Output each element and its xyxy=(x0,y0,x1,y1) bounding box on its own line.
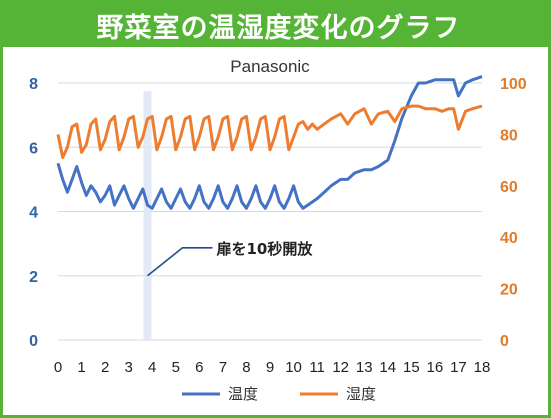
left-tick-label: 6 xyxy=(29,140,38,157)
series-line-temperature xyxy=(56,75,483,210)
chart-subtitle: Panasonic xyxy=(230,57,310,76)
x-tick-label: 18 xyxy=(474,359,491,376)
legend: 温度 湿度 xyxy=(182,385,376,403)
left-tick-label: 8 xyxy=(29,76,38,93)
annotation: 扉を10秒開放 xyxy=(147,240,314,277)
right-tick-label: 60 xyxy=(500,179,518,196)
page-title: 野菜室の温湿度変化のグラフ xyxy=(96,12,461,44)
annotation-leader-line xyxy=(147,247,213,277)
x-tick-label: 6 xyxy=(195,359,203,376)
x-tick-label: 12 xyxy=(332,359,349,376)
series-line-humidity xyxy=(56,104,483,159)
right-tick-label: 80 xyxy=(500,127,518,144)
right-tick-label: 0 xyxy=(500,333,509,350)
x-tick-label: 2 xyxy=(101,359,109,376)
x-tick-label: 4 xyxy=(148,359,156,376)
right-tick-label: 100 xyxy=(500,76,527,93)
legend-label-temperature: 温度 xyxy=(228,385,258,403)
annotation-text: 扉を10秒開放 xyxy=(216,240,314,258)
right-tick-label: 20 xyxy=(500,282,518,299)
x-tick-label: 14 xyxy=(379,359,396,376)
grid-lines xyxy=(58,82,482,341)
left-tick-label: 4 xyxy=(29,205,38,222)
door-open-highlight xyxy=(143,91,152,340)
x-tick-label: 1 xyxy=(77,359,85,376)
x-tick-label: 5 xyxy=(172,359,180,376)
legend-label-humidity: 湿度 xyxy=(346,385,376,403)
x-tick-label: 11 xyxy=(309,359,325,376)
x-tick-label: 0 xyxy=(54,359,62,376)
x-tick-label: 13 xyxy=(356,359,373,376)
series-lines xyxy=(56,75,483,210)
x-tick-label: 16 xyxy=(427,359,444,376)
right-tick-label: 40 xyxy=(500,230,518,247)
x-tick-label: 10 xyxy=(285,359,302,376)
left-tick-label: 2 xyxy=(29,269,38,286)
x-tick-label: 9 xyxy=(266,359,274,376)
x-tick-label: 15 xyxy=(403,359,420,376)
left-tick-label: 0 xyxy=(29,333,38,350)
x-tick-label: 17 xyxy=(450,359,467,376)
title-banner: 野菜室の温湿度変化のグラフ xyxy=(3,3,551,47)
x-tick-label: 7 xyxy=(219,359,227,376)
x-tick-label: 3 xyxy=(124,359,132,376)
x-tick-label: 8 xyxy=(242,359,250,376)
